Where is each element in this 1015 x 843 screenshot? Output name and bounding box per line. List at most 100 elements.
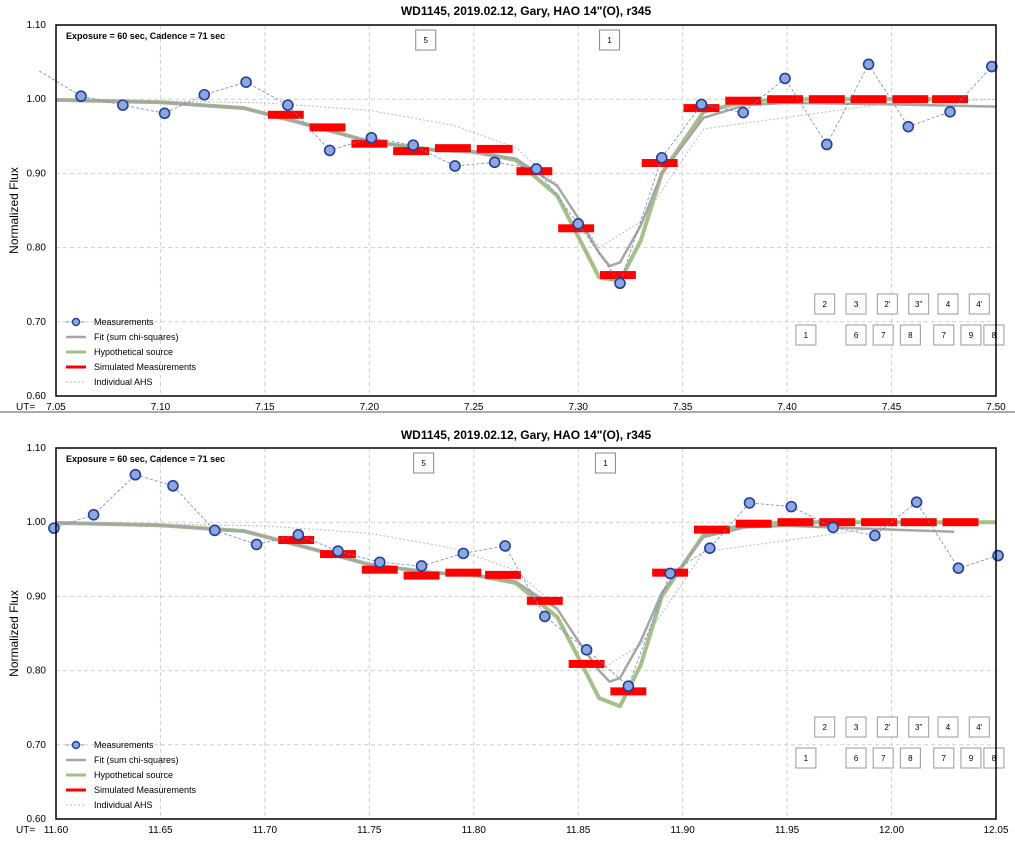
measurement-point	[779, 72, 791, 85]
feature-marker-box	[594, 452, 616, 474]
component-box	[908, 716, 930, 738]
simulated-measurement-bar	[445, 568, 482, 577]
measurement-point	[580, 644, 593, 656]
component-label: 4'	[976, 300, 982, 309]
simulated-measurement-bar	[693, 525, 730, 534]
component-box	[795, 747, 817, 769]
component-label: 4	[946, 723, 951, 732]
simulated-measurement-bar	[892, 95, 929, 104]
x-tick-label: 7.15	[255, 402, 275, 413]
measurement-point	[869, 529, 881, 542]
x-tick-label: 11.80	[462, 825, 487, 836]
component-box	[960, 747, 982, 769]
x-tick-label: 11.75	[357, 825, 382, 836]
hypothetical-source-curve	[55, 520, 996, 709]
measurement-point	[785, 500, 798, 513]
measurement-point	[365, 131, 378, 144]
x-tick-label: 11.90	[671, 825, 696, 836]
simulated-measurement-bar	[526, 596, 563, 605]
component-label: 2	[822, 723, 827, 732]
component-box	[937, 293, 959, 315]
simulated-measurement-bar	[932, 95, 969, 104]
simulated-measurement-bar	[309, 123, 346, 132]
exposure-annotation: Exposure = 60 sec, Cadence = 71 sec	[66, 31, 225, 41]
component-box	[876, 716, 898, 738]
y-tick-label: 1.10	[27, 20, 47, 31]
measurement-point	[292, 529, 305, 541]
measurement-point	[704, 542, 716, 554]
measurement-point	[332, 545, 344, 557]
component-box	[983, 747, 1005, 769]
x-tick-label: 11.65	[148, 825, 173, 836]
component-label: 9	[969, 754, 974, 763]
legend-label: Individual AHS	[94, 377, 153, 387]
measurement-point	[538, 610, 551, 623]
x-tick-label: 11.85	[566, 825, 591, 836]
component-box	[795, 324, 817, 346]
component-label: 3	[854, 723, 859, 732]
y-tick-label: 0.60	[27, 391, 47, 402]
component-label: 2	[822, 300, 827, 309]
component-box	[937, 716, 959, 738]
legend: Measurements Fit (sum chi-squares) Hypothe…	[66, 317, 197, 387]
legend-label: Measurements	[94, 317, 154, 327]
x-tick-label: 11.60	[44, 825, 69, 836]
simulated-measurement-bar	[485, 570, 521, 579]
measurement-point	[240, 76, 252, 88]
component-label: 8	[992, 754, 997, 763]
x-tick-label: 7.25	[464, 402, 484, 413]
measurement-point	[910, 496, 923, 508]
feature-marker-label: 5	[424, 36, 429, 45]
x-tick-label: 7.30	[568, 402, 588, 413]
component-box	[899, 747, 921, 769]
measurements-line	[53, 474, 999, 687]
measurement-point	[827, 521, 839, 534]
x-tick-label: 7.10	[151, 402, 171, 413]
hypothetical-source-curve	[55, 97, 955, 283]
component-label: 1	[804, 331, 809, 340]
measurement-point	[820, 138, 833, 151]
component-label: 3''	[915, 300, 923, 309]
legend-marker-measurements	[71, 740, 81, 750]
legend-marker-measurements	[71, 317, 81, 327]
measurement-point	[282, 99, 294, 111]
feature-marker-label: 1	[603, 459, 608, 468]
measurement-point	[323, 144, 336, 157]
component-box	[933, 747, 955, 769]
simulated-measurement-bar	[403, 571, 440, 580]
y-tick-label: 1.10	[27, 443, 47, 454]
y-axis-label: Normalized Flux	[7, 590, 21, 677]
y-tick-label: 0.90	[27, 591, 47, 602]
component-label: 2'	[884, 723, 890, 732]
component-box	[845, 293, 867, 315]
measurement-point	[952, 562, 965, 575]
legend-label: Individual AHS	[94, 800, 153, 810]
chart-title: WD1145, 2019.02.12, Gary, HAO 14"(O), r3…	[401, 4, 652, 18]
measurement-point	[117, 99, 129, 111]
y-tick-label: 0.60	[27, 814, 47, 825]
simulated-measurement-bar	[393, 147, 430, 156]
x-axis-label: UT=	[16, 825, 35, 836]
x-tick-label: 7.20	[360, 402, 380, 413]
legend-label: Hypothetical source	[94, 347, 173, 357]
measurement-point	[737, 106, 750, 119]
y-tick-label: 0.80	[27, 243, 47, 254]
measurement-point	[902, 120, 915, 133]
simulated-measurement-bar	[850, 95, 887, 104]
simulated-measurement-bar	[900, 518, 937, 527]
simulated-measurement-bar	[735, 519, 772, 528]
component-box	[968, 293, 990, 315]
measurement-point	[250, 538, 263, 551]
measurement-point	[530, 163, 543, 175]
feature-marker-label: 1	[607, 36, 612, 45]
legend-label: Measurements	[94, 740, 154, 750]
measurement-point	[695, 98, 708, 111]
plot-frame	[55, 24, 997, 397]
measurement-point	[129, 468, 142, 481]
y-tick-label: 0.70	[27, 317, 47, 328]
fit-curve	[55, 521, 955, 683]
component-box	[933, 324, 955, 346]
legend-label: Fit (sum chi-squares)	[94, 332, 179, 342]
x-tick-label: 12.00	[879, 825, 904, 836]
legend-label: Simulated Measurements	[94, 785, 197, 795]
